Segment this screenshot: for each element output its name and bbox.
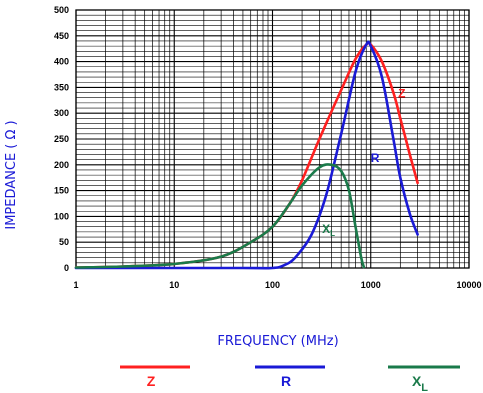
y-tick-label: 100 [54,211,69,221]
x-tick-label: 1 [73,280,78,290]
series-line-r [74,40,419,270]
y-tick-label: 150 [54,186,69,196]
x-tick-label: 100 [265,280,280,290]
y-tick-label: 50 [59,237,69,247]
x-tick-label: 1000 [361,280,381,290]
y-tick-label: 350 [54,82,69,92]
legend-label: Z [147,373,156,389]
y-tick-label: 0 [64,263,69,273]
legend: Z R XL [120,365,460,393]
series-inline-label: Z [398,87,405,101]
legend-label: R [281,373,291,389]
x-tick-label: 10000 [456,280,481,290]
y-tick-label: 250 [54,134,69,144]
y-tick-label: 200 [54,160,69,170]
x-axis-title: FREQUENCY (MHz) [217,334,338,349]
y-tick-label: 300 [54,108,69,118]
y-axis-title: IMPEDANCE ( Ω ) [4,120,19,229]
y-tick-labels: 0 50 100 150 200 250 300 350 400 450 500 [54,5,69,273]
series-lines [74,40,419,270]
series-line-xl [74,163,366,269]
grid [75,9,470,269]
x-tick-label: 10 [169,280,179,290]
series-inline-label: R [371,151,380,165]
y-tick-label: 400 [54,57,69,67]
y-tick-label: 500 [54,5,69,15]
series-inline-label: XL [322,222,335,238]
y-tick-label: 450 [54,31,69,41]
x-tick-labels: 1 10 100 1000 10000 [73,280,481,290]
legend-label: XL [412,373,428,393]
